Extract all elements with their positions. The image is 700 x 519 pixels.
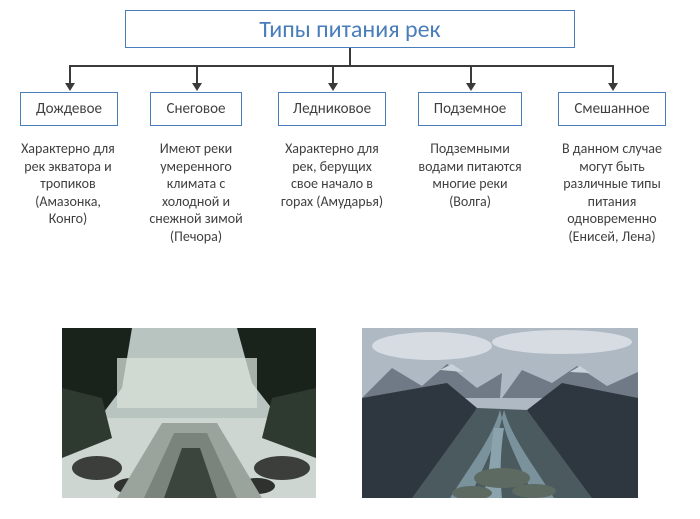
photo-forest-river (62, 328, 316, 498)
branch-box-mixed: Смешанное (558, 92, 666, 126)
arrow-branch-3 (332, 65, 334, 85)
branch-label: Снеговое (167, 100, 226, 118)
title-text: Типы питания рек (259, 15, 440, 44)
branch-label: Подземное (434, 100, 506, 118)
connector-hline (69, 65, 613, 67)
title-box: Типы питания рек (125, 10, 575, 48)
branch-box-groundwater: Подземное (418, 92, 522, 126)
branch-desc-snow: Имеют реки умеренного климата с холодной… (144, 140, 248, 245)
connector-stub (349, 48, 351, 65)
photo-glacial-river (362, 328, 638, 498)
branch-label: Дождевое (36, 100, 102, 118)
arrow-branch-5 (612, 65, 614, 85)
arrow-branch-1 (69, 65, 71, 85)
branch-box-snow: Снеговое (150, 92, 242, 126)
branch-box-rain: Дождевое (20, 92, 118, 126)
arrow-branch-2 (196, 65, 198, 85)
branch-box-glacier: Ледниковое (278, 92, 386, 126)
branch-desc-glacier: Характерно для рек, берущих свое начало … (278, 140, 386, 210)
arrow-branch-4 (470, 65, 472, 85)
branch-label: Смешанное (574, 100, 649, 118)
branch-desc-mixed: В данном случае могут быть различные тип… (552, 140, 672, 245)
branch-desc-groundwater: Подземными водами питаются многие реки (… (416, 140, 524, 210)
branch-desc-rain: Характерно для рек экватора и тропиков (… (18, 140, 118, 228)
branch-label: Ледниковое (293, 100, 371, 118)
